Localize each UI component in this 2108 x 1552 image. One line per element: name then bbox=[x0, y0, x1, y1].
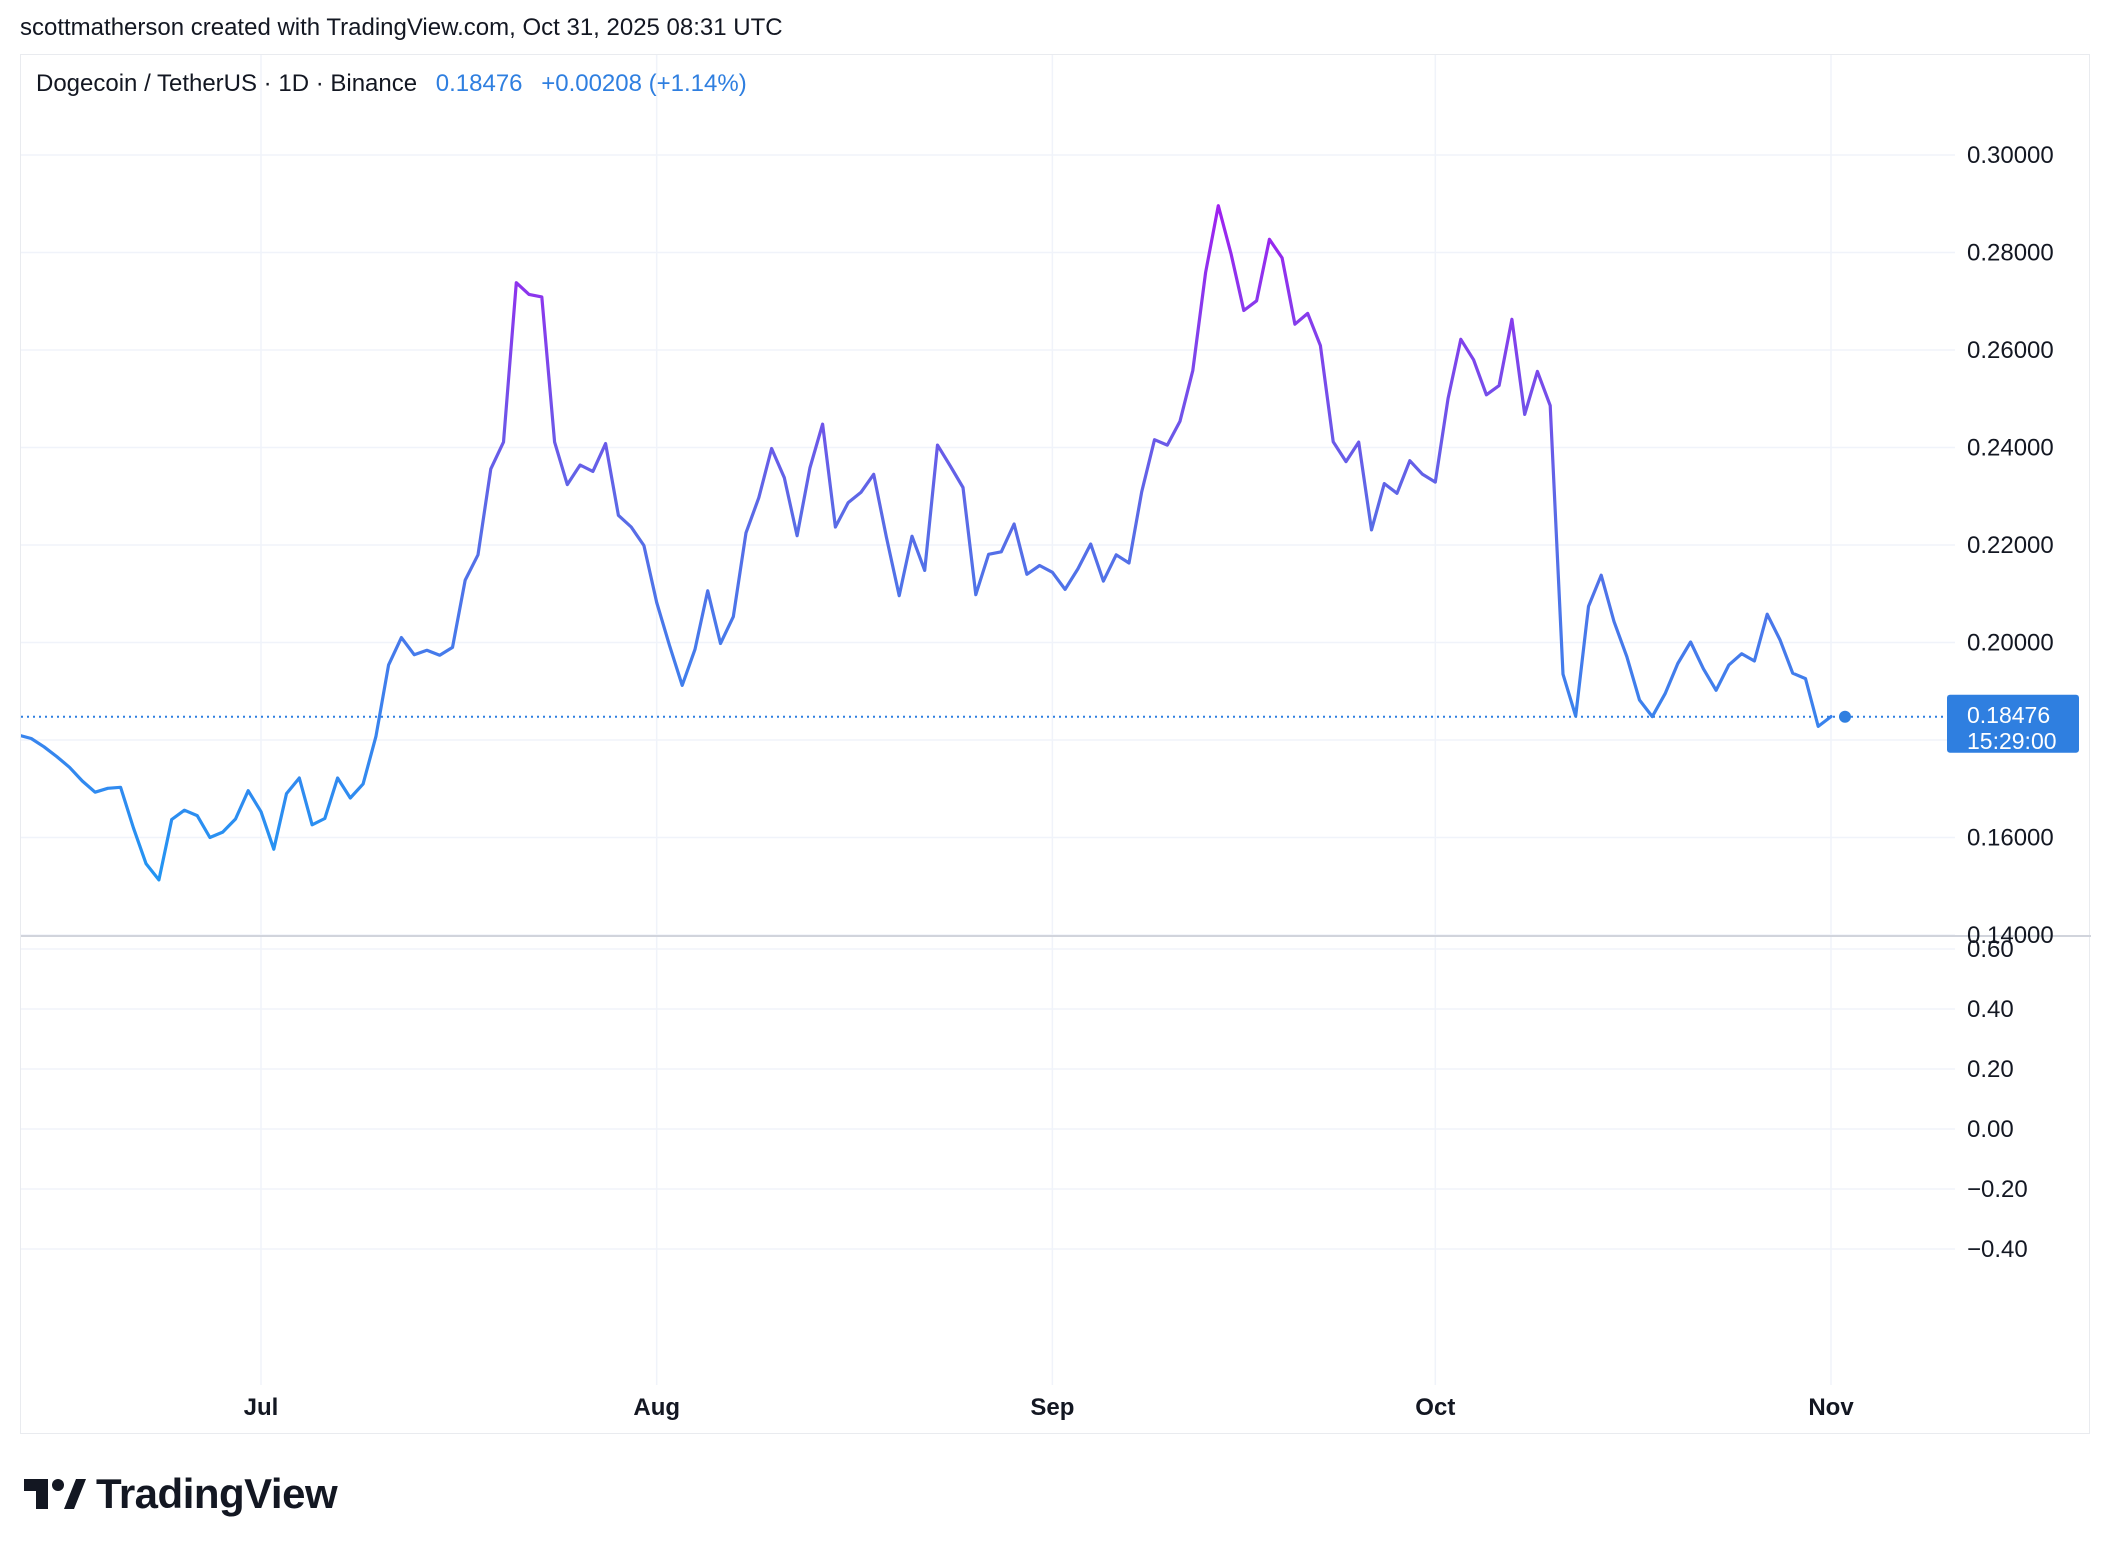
oscillator-axis[interactable]: 0.60 0.40 0.20 0.00 −0.20 −0.40 bbox=[1967, 936, 2028, 1263]
last-price-dot bbox=[1839, 710, 1851, 723]
y-tick-label: −0.20 bbox=[1967, 1176, 2028, 1203]
symbol-title: Dogecoin / TetherUS · 1D · Binance bbox=[36, 70, 418, 97]
price-tag-countdown: 15:29:00 bbox=[1967, 728, 2057, 754]
y-tick-label: 0.30000 bbox=[1967, 142, 2054, 169]
last-price: 0.18476 bbox=[435, 70, 523, 97]
price-chart[interactable]: 0.300000.280000.260000.240000.220000.200… bbox=[21, 55, 2091, 1435]
time-axis[interactable]: Jul Aug Sep Oct Nov bbox=[244, 1394, 1855, 1421]
price-tag-value: 0.18476 bbox=[1967, 702, 2050, 728]
current-price-line bbox=[21, 710, 1963, 723]
y-tick-label: 0.60 bbox=[1967, 936, 2014, 963]
y-tick-label: 0.24000 bbox=[1967, 435, 2054, 462]
price-line bbox=[21, 204, 1833, 882]
y-tick-label: 0.20000 bbox=[1967, 630, 2054, 657]
price-axis[interactable]: 0.30000 0.28000 0.26000 0.24000 0.22000 0.200… bbox=[1967, 142, 2054, 949]
x-tick-label: Aug bbox=[633, 1394, 680, 1421]
y-tick-label: 0.22000 bbox=[1967, 532, 2054, 559]
y-tick-label: 0.28000 bbox=[1967, 240, 2054, 267]
symbol-legend[interactable]: Dogecoin / TetherUS · 1D · Binance 0.184… bbox=[36, 70, 747, 98]
x-tick-label: Jul bbox=[244, 1394, 279, 1421]
tradingview-logo-icon bbox=[24, 1479, 86, 1509]
x-tick-label: Nov bbox=[1808, 1394, 1854, 1421]
y-tick-label: 0.16000 bbox=[1967, 825, 2054, 852]
y-tick-label: 0.00 bbox=[1967, 1116, 2014, 1143]
chart-credit: scottmatherson created with TradingView.… bbox=[20, 14, 783, 41]
tradingview-logo[interactable]: TradingView bbox=[22, 1470, 338, 1518]
price-change: +0.00208 (+1.14%) bbox=[541, 70, 747, 97]
x-tick-label: Oct bbox=[1415, 1394, 1455, 1421]
y-tick-label: 0.40 bbox=[1967, 996, 2014, 1023]
y-tick-label: 0.26000 bbox=[1967, 337, 2054, 364]
logo-text: TradingView bbox=[96, 1470, 338, 1517]
price-series bbox=[21, 204, 1833, 882]
y-tick-label: 0.20 bbox=[1967, 1056, 2014, 1083]
grid bbox=[21, 55, 1955, 1385]
y-tick-label: −0.40 bbox=[1967, 1236, 2028, 1263]
x-tick-label: Sep bbox=[1030, 1394, 1074, 1421]
chart-frame: 0.30000 0.28000 0.26000 0.24000 0.22000 0.200… bbox=[20, 54, 2091, 1435]
price-tag-box bbox=[1947, 694, 2079, 753]
y-tick-label: 0.14000 bbox=[1967, 922, 2054, 949]
